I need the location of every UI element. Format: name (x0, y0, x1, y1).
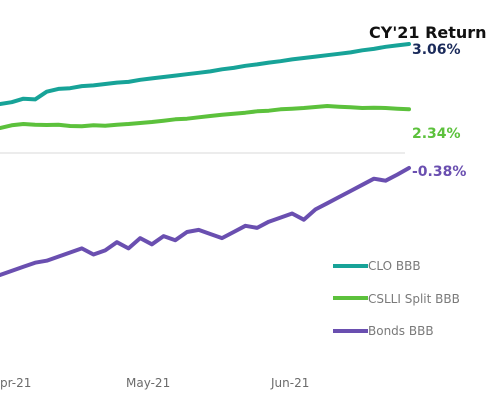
cslli-split-bbb-end-label: 2.34% (412, 126, 461, 142)
legend-label-cslli-split-bbb: CSLLI Split BBB (368, 292, 460, 306)
x-tick-may-21: May-21 (126, 376, 170, 390)
bonds-bbb-end-label: -0.38% (412, 164, 466, 180)
bonds-bbb-line (0, 166, 411, 277)
header-title: CY'21 Return (369, 23, 487, 42)
x-tick-apr-21: pr-21 (0, 376, 31, 390)
x-tick-jun-21: Jun-21 (270, 376, 309, 390)
legend-label-bonds-bbb: Bonds BBB (368, 324, 434, 338)
clo-bbb-end-label: 3.06% (412, 42, 461, 58)
cslli-split-bbb-line (0, 104, 411, 130)
clo-bbb-line (0, 42, 411, 106)
legend-label-clo-bbb: CLO BBB (368, 259, 421, 273)
